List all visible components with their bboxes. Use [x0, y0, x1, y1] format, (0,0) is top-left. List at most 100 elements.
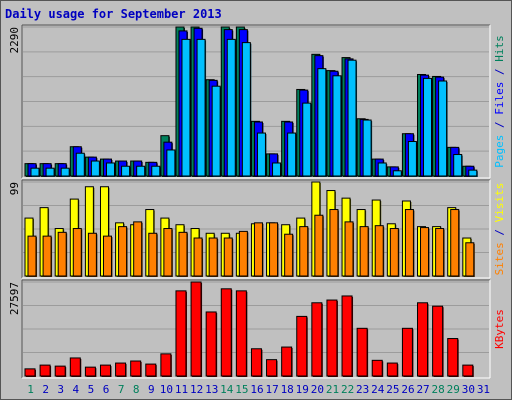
x-tick-label: 23	[356, 383, 369, 396]
x-tick-label: 8	[133, 383, 140, 396]
bar-sites-18	[284, 233, 294, 277]
x-tick-label: 25	[386, 383, 399, 396]
bar-pages-17	[272, 162, 282, 177]
bar-pages-3	[60, 167, 70, 177]
x-tick-label: 14	[220, 383, 234, 396]
bar-sites-23	[359, 226, 369, 277]
x-tick-label: 24	[371, 383, 385, 396]
panel-visits-max-label: 99	[8, 182, 21, 195]
x-tick-label: 1	[27, 383, 34, 396]
x-tick-label: 6	[103, 383, 110, 396]
bar-pages-29	[453, 154, 463, 177]
x-tick-label: 2	[42, 383, 49, 396]
bar-sites-8	[133, 221, 143, 277]
x-tick-label: 28	[432, 383, 445, 396]
bar-kbytes-8	[130, 360, 142, 377]
bar-kbytes-22	[341, 295, 353, 377]
x-tick-label: 27	[416, 383, 429, 396]
bar-sites-16	[253, 222, 263, 277]
bar-pages-20	[317, 68, 327, 177]
x-tick-label: 5	[88, 383, 95, 396]
x-tick-label: 12	[190, 383, 203, 396]
bar-kbytes-15	[235, 290, 247, 377]
bar-kbytes-23	[356, 327, 368, 377]
bar-kbytes-4	[69, 357, 81, 377]
bar-pages-7	[121, 165, 131, 177]
bar-pages-2	[45, 167, 55, 177]
bar-pages-28	[438, 80, 448, 177]
bar-kbytes-9	[145, 363, 157, 377]
bar-kbytes-29	[447, 338, 459, 377]
bar-kbytes-3	[54, 365, 66, 377]
bar-kbytes-16	[250, 348, 262, 377]
bar-pages-18	[287, 132, 297, 177]
x-tick-label: 30	[462, 383, 475, 396]
bar-kbytes-10	[160, 353, 172, 377]
bar-sites-21	[329, 209, 339, 277]
bar-pages-22	[347, 59, 357, 177]
bar-sites-28	[435, 228, 445, 277]
bar-sites-25	[389, 228, 399, 277]
bar-kbytes-13	[205, 311, 217, 377]
x-tick-label: 10	[160, 383, 173, 396]
bar-kbytes-1	[24, 368, 36, 377]
bar-sites-30	[465, 242, 475, 277]
bar-sites-27	[420, 227, 430, 277]
bar-pages-25	[392, 170, 402, 177]
bar-sites-14	[223, 237, 233, 277]
bar-pages-8	[136, 165, 146, 177]
panel-hits-legend: Pages / Files / Hits	[493, 35, 506, 168]
x-tick-label: 15	[235, 383, 248, 396]
x-tick-label: 4	[73, 383, 80, 396]
x-tick-label: 13	[205, 383, 218, 396]
bar-sites-22	[344, 221, 354, 277]
bar-kbytes-7	[115, 362, 127, 377]
legend-entry: Visits	[493, 183, 506, 223]
bar-sites-11	[178, 231, 188, 277]
x-tick-label: 17	[265, 383, 278, 396]
legend-entry: Sites	[493, 242, 506, 275]
bar-pages-5	[90, 160, 100, 177]
bar-sites-26	[404, 209, 414, 277]
bar-pages-16	[256, 132, 266, 177]
legend-entry: /	[493, 115, 506, 135]
panel-visits-legend: Sites / Visits	[493, 183, 506, 276]
bar-kbytes-25	[386, 362, 398, 377]
legend-entry: KBytes	[493, 309, 506, 349]
bar-sites-6	[102, 235, 112, 277]
bar-pages-24	[377, 162, 387, 177]
bar-kbytes-20	[311, 302, 323, 377]
bar-kbytes-19	[296, 315, 308, 377]
x-tick-label: 7	[118, 383, 125, 396]
bar-sites-19	[299, 226, 309, 277]
x-tick-label: 26	[401, 383, 414, 396]
bar-pages-14	[226, 38, 236, 177]
bar-sites-29	[450, 209, 460, 277]
bar-kbytes-21	[326, 299, 338, 377]
bar-sites-24	[374, 225, 384, 277]
bar-kbytes-11	[175, 290, 187, 377]
bar-kbytes-28	[432, 305, 444, 377]
bar-sites-17	[269, 222, 279, 277]
x-tick-label: 21	[326, 383, 339, 396]
legend-entry: /	[493, 222, 506, 242]
bar-kbytes-2	[39, 364, 51, 377]
legend-entry: Hits	[493, 35, 506, 62]
bar-pages-4	[75, 152, 85, 177]
x-tick-label: 31	[477, 383, 490, 396]
x-tick-label: 3	[57, 383, 64, 396]
bar-pages-1	[30, 167, 40, 177]
bar-pages-11	[181, 38, 191, 177]
bar-pages-21	[332, 75, 342, 177]
legend-entry: Files	[493, 82, 506, 115]
bar-sites-3	[57, 231, 67, 277]
bar-pages-12	[196, 38, 206, 177]
bar-sites-10	[163, 228, 173, 277]
panel-hits-max-label: 2290	[8, 27, 21, 54]
bar-kbytes-17	[266, 359, 278, 377]
bar-kbytes-30	[462, 364, 474, 377]
x-tick-label: 16	[250, 383, 263, 396]
bar-kbytes-27	[417, 302, 429, 377]
